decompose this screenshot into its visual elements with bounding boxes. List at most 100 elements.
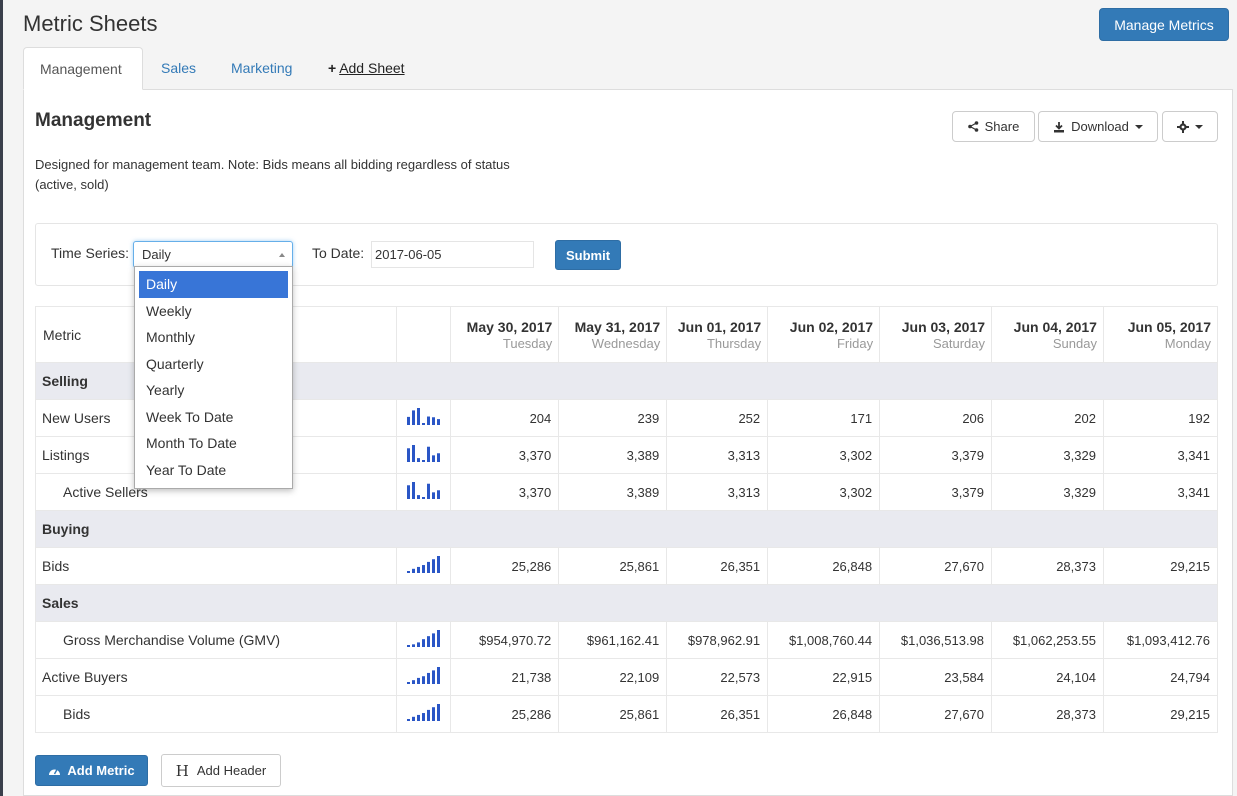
- sparkline-bar: [431, 558, 435, 573]
- sparkline-bar: [411, 679, 415, 684]
- option-month-to-date[interactable]: Month To Date: [146, 435, 237, 451]
- sparkline-chart: [406, 666, 440, 684]
- add-metric-label: Add Metric: [67, 763, 135, 778]
- sparkline-bar: [411, 409, 415, 425]
- sparkline-bar: [431, 706, 435, 721]
- metric-name: Active Buyers: [34, 658, 398, 696]
- download-icon: [1054, 121, 1065, 132]
- metric-value-cell: 27,670: [879, 547, 993, 585]
- sparkline-bar: [426, 635, 430, 647]
- time-series-label: Time Series:: [51, 245, 130, 261]
- tab-management[interactable]: Management: [23, 47, 143, 90]
- sparkline-bar: [411, 481, 415, 499]
- add-sheet-tab[interactable]: + Add Sheet: [312, 47, 421, 90]
- time-series-select[interactable]: Daily: [133, 241, 293, 268]
- date-column-header: Jun 04, 2017 Sunday: [991, 306, 1104, 363]
- metric-value-cell: $1,008,760.44: [767, 621, 881, 659]
- option-week-to-date[interactable]: Week To Date: [146, 408, 234, 425]
- sparkline-bar: [436, 555, 440, 573]
- sparkline-bar: [411, 568, 415, 573]
- sparkline-bar: [436, 629, 440, 647]
- tab-sales[interactable]: Sales: [145, 47, 212, 90]
- submit-button[interactable]: Submit: [555, 240, 621, 270]
- add-header-label: Add Header: [196, 763, 267, 778]
- sparkline-bar: [436, 666, 440, 684]
- metric-value-cell: 3,341: [1102, 473, 1219, 511]
- metric-value-cell: 26,351: [666, 695, 769, 733]
- share-button[interactable]: Share: [952, 111, 1035, 142]
- metric-value-cell: $1,036,513.98: [879, 621, 993, 659]
- sparkline-bar: [411, 716, 415, 721]
- weekday-label: Saturday: [932, 335, 986, 351]
- metric-value-cell: $1,093,412.76: [1102, 621, 1219, 659]
- option-yearly[interactable]: Yearly: [146, 382, 185, 398]
- sparkline-bar: [411, 444, 415, 462]
- option-daily[interactable]: Daily: [139, 271, 288, 298]
- to-date-label: To Date:: [312, 245, 365, 261]
- settings-menu-button[interactable]: [1162, 111, 1218, 142]
- metric-row[interactable]: Gross Merchandise Volume (GMV) $954,970.7…: [34, 621, 1219, 659]
- sparkline-bar: [416, 494, 420, 499]
- sparkline-bar: [436, 489, 440, 499]
- metric-row[interactable]: Bids 25,286 25,861 26,351 26,848 27,670 28,373…: [34, 547, 1219, 585]
- sparkline-bar: [406, 681, 410, 684]
- metric-row[interactable]: Bids 25,286 25,861 26,351 26,848 27,670 28,373…: [34, 695, 1219, 733]
- metric-value-cell: 3,313: [666, 436, 769, 474]
- date-column-header: Jun 01, 2017 Thursday: [666, 306, 769, 363]
- plus-icon: +: [328, 60, 337, 76]
- window-edge: [0, 0, 3, 796]
- metric-value-cell: 26,848: [767, 695, 881, 733]
- tab-label: Sales: [161, 60, 197, 76]
- weekday-label: Wednesday: [591, 335, 661, 351]
- download-button[interactable]: Download: [1038, 111, 1158, 142]
- sparkline-bar: [426, 709, 430, 721]
- gear-icon: [1177, 120, 1189, 133]
- date-column-header: Jun 03, 2017 Saturday: [879, 306, 993, 363]
- sparkline-bar: [421, 422, 425, 425]
- metric-row[interactable]: Active Buyers 21,738 22,109 22,573 22,915 23,…: [34, 658, 1219, 696]
- sparkline-bar: [416, 407, 420, 425]
- sparkline-bar: [416, 566, 420, 573]
- sparkline-bar: [411, 643, 415, 647]
- sparkline-cell: [396, 695, 452, 733]
- metric-value-cell: 29,215: [1102, 695, 1219, 733]
- sparkline-bar: [406, 570, 410, 573]
- tab-label: Add Sheet: [339, 60, 405, 76]
- metric-value-cell: 202: [991, 399, 1104, 437]
- metric-value-cell: 3,302: [767, 473, 881, 511]
- option-quarterly[interactable]: Quarterly: [146, 355, 204, 372]
- metric-row[interactable]: Active Sellers 3,370 3,389 3,313 3,302 3,379 3…: [34, 473, 1219, 511]
- option-monthly[interactable]: Monthly: [146, 329, 196, 345]
- add-metric-button[interactable]: Add Metric: [35, 755, 148, 786]
- dashboard-icon: [49, 769, 61, 775]
- metric-value-cell: 22,109: [558, 658, 668, 696]
- option-year-to-date[interactable]: Year To Date: [146, 461, 227, 478]
- metric-value-cell: 3,389: [558, 436, 668, 474]
- metric-value-cell: 21,738: [450, 658, 560, 696]
- metric-value-cell: 3,370: [450, 473, 560, 511]
- option-weekly[interactable]: Weekly: [146, 302, 192, 319]
- sparkline-chart: [406, 703, 440, 721]
- to-date-input[interactable]: 2017-06-05: [371, 241, 534, 268]
- sparkline-bar: [436, 452, 440, 462]
- sparkline-bar: [421, 712, 425, 721]
- date-column-header: Jun 02, 2017 Friday: [767, 306, 881, 363]
- metric-value-cell: 171: [767, 399, 881, 437]
- metric-header-label: Metric: [43, 326, 82, 343]
- tab-marketing[interactable]: Marketing: [215, 47, 308, 90]
- metric-value-cell: 24,104: [991, 658, 1104, 696]
- metric-value-cell: 3,341: [1102, 436, 1219, 474]
- metric-value-cell: 22,573: [666, 658, 769, 696]
- section-label: Sales: [35, 584, 1218, 622]
- sparkline-bar: [431, 491, 435, 499]
- sparkline-chart: [406, 481, 440, 499]
- metric-value-cell: 206: [879, 399, 993, 437]
- sparkline-cell: [396, 658, 452, 696]
- manage-metrics-button[interactable]: Manage Metrics: [1099, 8, 1229, 41]
- download-label: Download: [1071, 119, 1129, 134]
- sparkline-bar: [406, 484, 410, 499]
- metric-value-cell: 23,584: [879, 658, 993, 696]
- share-icon: [967, 121, 978, 132]
- add-header-button[interactable]: H Add Header: [161, 754, 281, 787]
- weekday-label: Monday: [1164, 335, 1211, 351]
